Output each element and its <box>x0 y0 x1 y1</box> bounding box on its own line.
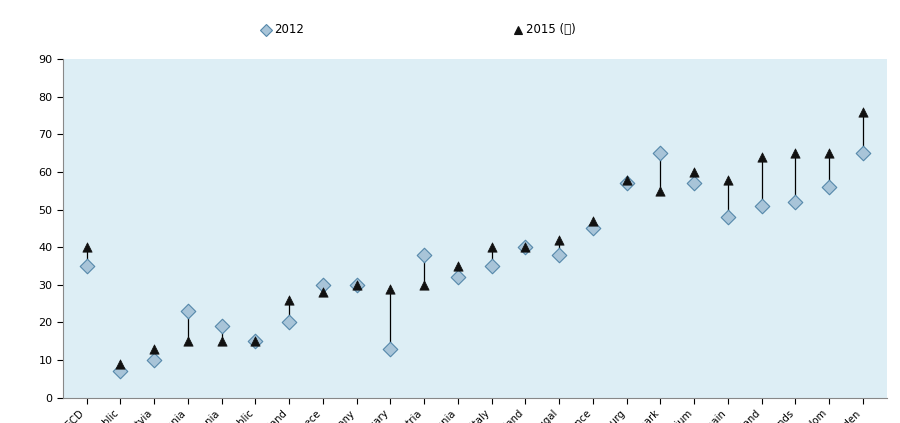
Point <box>754 203 769 209</box>
Point <box>181 338 195 345</box>
Point <box>518 244 533 250</box>
Point <box>856 150 870 157</box>
Point <box>619 176 634 183</box>
Point <box>316 281 330 288</box>
Point <box>113 368 128 375</box>
Text: 2012: 2012 <box>274 23 304 36</box>
Point <box>316 289 330 296</box>
Point <box>586 225 600 232</box>
Point <box>349 281 364 288</box>
Point <box>282 319 296 326</box>
Point <box>721 176 735 183</box>
Point <box>214 338 229 345</box>
Point <box>417 281 431 288</box>
Point <box>653 150 668 157</box>
Point <box>552 251 566 258</box>
Point <box>586 217 600 224</box>
Point <box>721 214 735 220</box>
Point <box>349 281 364 288</box>
Point <box>248 338 263 345</box>
Point <box>113 360 128 367</box>
Point <box>484 263 499 269</box>
Point <box>451 263 465 269</box>
Point <box>653 187 668 194</box>
Point <box>417 251 431 258</box>
Point <box>147 345 161 352</box>
Point <box>788 150 803 157</box>
Point <box>383 345 398 352</box>
Point <box>484 244 499 250</box>
Point <box>451 274 465 281</box>
Point <box>822 150 836 157</box>
Point <box>248 338 263 345</box>
Point <box>518 244 533 250</box>
Point <box>687 169 701 176</box>
Point <box>822 184 836 190</box>
Point <box>282 297 296 303</box>
Point <box>181 308 195 315</box>
Point <box>79 263 94 269</box>
Point <box>214 323 229 330</box>
Point <box>147 357 161 363</box>
Point <box>79 244 94 250</box>
Point <box>754 154 769 160</box>
Point <box>552 236 566 243</box>
Text: 2015 (ェ): 2015 (ェ) <box>526 23 576 36</box>
Point <box>619 180 634 187</box>
Point <box>687 180 701 187</box>
Point <box>788 199 803 206</box>
Point <box>383 285 398 292</box>
Point <box>856 108 870 115</box>
